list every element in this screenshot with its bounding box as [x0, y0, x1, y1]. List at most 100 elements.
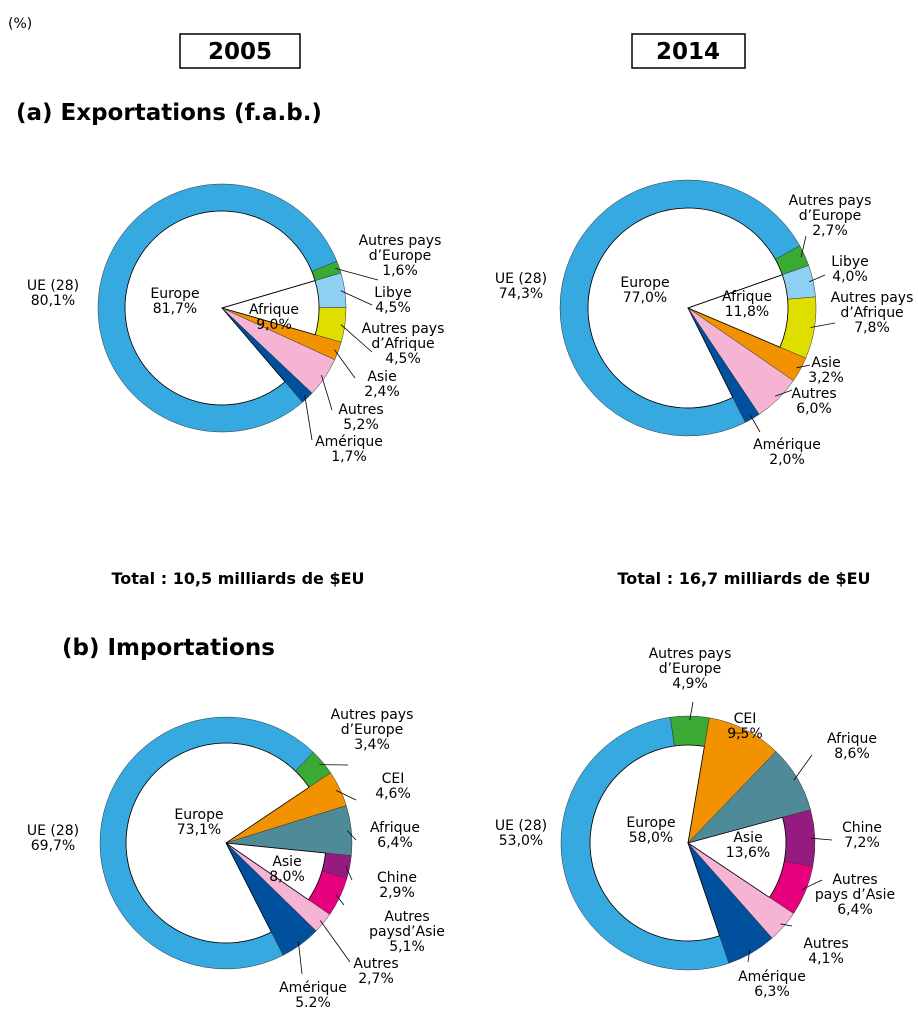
text-line: d’Afrique [371, 336, 434, 352]
slice-label: Afrique [370, 820, 420, 836]
slice-label: Autres [353, 956, 398, 972]
text-line: pays d’Asie [815, 887, 895, 903]
text-line: d’Europe [369, 248, 432, 264]
slice-label: Afrique [827, 731, 877, 747]
slice-value: 8,6% [834, 746, 870, 762]
slice-label: Autres [803, 936, 848, 952]
slice-value: 4,1% [808, 951, 844, 967]
slice-label: Autres pays d’Europe [649, 646, 732, 677]
leader-line [335, 268, 379, 281]
slice-value: 6,3% [754, 984, 790, 1000]
slice-label: Autres pays d’Europe [331, 707, 414, 738]
slice-label: UE (28) [27, 823, 79, 839]
leader-line [347, 830, 357, 841]
leader-line [340, 324, 373, 353]
group-outline [125, 742, 310, 944]
slice-label: Asie [367, 369, 396, 385]
slice-value: 80,1% [31, 293, 75, 309]
group-outline [589, 744, 721, 942]
group-outline [220, 280, 320, 336]
group-outline [687, 816, 787, 899]
slice-label: Autres pays d’Afrique [831, 290, 914, 321]
slice-value: 6,4% [837, 902, 873, 918]
slice-value: 1,6% [382, 263, 418, 279]
section-title: (b) Importations [62, 635, 275, 661]
slice-label: UE (28) [495, 271, 547, 287]
leader-line [297, 941, 303, 975]
leader-line [345, 866, 353, 881]
leader-line [319, 920, 351, 963]
slice-value: 7,8% [854, 320, 890, 336]
slice-label: Libye [374, 285, 411, 301]
column-header: 2014 [656, 39, 720, 65]
slice-label: Amérique [753, 437, 821, 453]
slice-value: 6,0% [796, 401, 832, 417]
leader-line [334, 349, 356, 379]
slice-label: CEI [734, 711, 757, 727]
slice-value: 2,7% [358, 971, 394, 987]
leader-line [340, 290, 373, 306]
slice-value: 5,2% [343, 417, 379, 433]
slice-value: 74,3% [499, 286, 543, 302]
slice-value: 3,4% [354, 737, 390, 753]
slice-label: Autres pays d’Asie [815, 872, 895, 903]
leader-line [810, 322, 836, 328]
leader-line [809, 274, 826, 283]
group-outline [124, 210, 316, 406]
slice-value: 2,7% [812, 223, 848, 239]
text-line: d’Europe [341, 722, 404, 738]
slice-value: 2,9% [379, 885, 415, 901]
slice-label: Autres pays d’Afrique [362, 321, 445, 352]
group-outline [225, 842, 326, 901]
group-value: 11,8% [725, 304, 769, 320]
slice-label: UE (28) [27, 278, 79, 294]
group-label: Europe [174, 807, 223, 823]
leader-line [321, 375, 333, 411]
text-line: d’Europe [659, 661, 722, 677]
slice-value: 3,2% [808, 370, 844, 386]
text-line: paysd’Asie [369, 924, 445, 940]
text-line: Autres [832, 872, 877, 888]
slice-label: Autres paysd’Asie [369, 909, 445, 940]
slice-value: 4,5% [375, 300, 411, 316]
text-line: Autres pays [789, 193, 872, 209]
slice [782, 809, 816, 867]
year-box [631, 33, 746, 69]
leader-line [810, 837, 833, 841]
slice-value: 7,2% [844, 835, 880, 851]
slice-label: Amérique [315, 434, 383, 450]
slice-value: 5.2% [295, 995, 331, 1011]
slice-label: Autres pays d’Europe [359, 233, 442, 264]
section-title: (a) Exportations (f.a.b.) [16, 100, 322, 126]
column-header: 2005 [208, 39, 272, 65]
group-outline [686, 274, 789, 348]
slice [225, 842, 317, 956]
group-label: Afrique [722, 289, 772, 305]
group-value: 58,0% [629, 830, 673, 846]
slice [670, 715, 710, 747]
slice-label: Libye [831, 254, 868, 270]
leader-line [780, 923, 793, 927]
group-label: Europe [620, 275, 669, 291]
text-line: Autres pays [649, 646, 732, 662]
slice-label: Chine [842, 820, 882, 836]
group-value: 73,1% [177, 822, 221, 838]
text-line: Autres pays [831, 290, 914, 306]
slice-value: 69,7% [31, 838, 75, 854]
slice-label: Asie [811, 355, 840, 371]
leader-line [774, 389, 793, 397]
text-line: Autres [384, 909, 429, 925]
total: Total : 10,5 milliards de $EU [111, 569, 364, 588]
text-line: d’Europe [799, 208, 862, 224]
slice-label: Amérique [279, 980, 347, 996]
slice-value: 53,0% [499, 833, 543, 849]
leader-line [689, 701, 694, 721]
group-value: 77,0% [623, 290, 667, 306]
slice-value: 2,4% [364, 384, 400, 400]
slice-label: Amérique [738, 969, 806, 985]
group-label: Afrique [249, 302, 299, 318]
slice-label: Autres pays d’Europe [789, 193, 872, 224]
leader-line [304, 394, 313, 441]
leader-line [800, 235, 807, 258]
leader-line [793, 754, 813, 781]
